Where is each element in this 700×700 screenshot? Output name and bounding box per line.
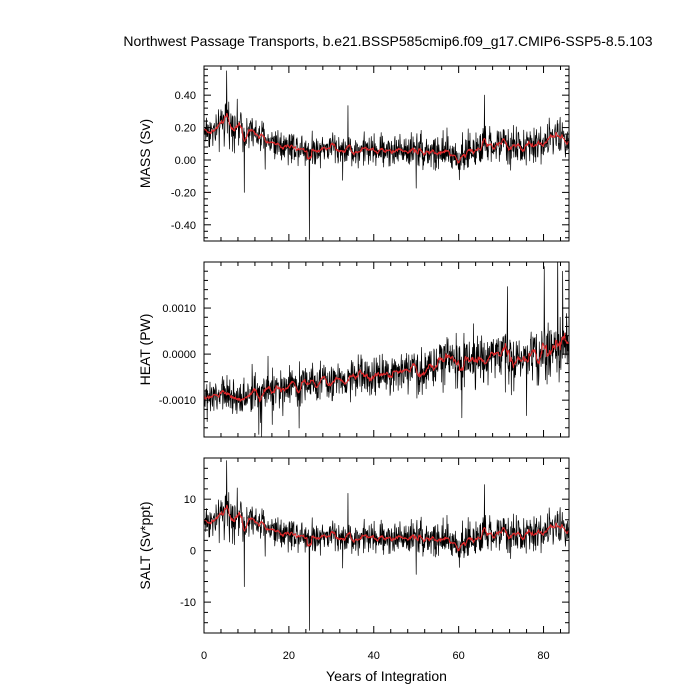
salt-xtick-label: 80 [537, 650, 549, 662]
salt-ytick-label: -10 [180, 597, 196, 609]
heat-ytick-label: 0.0010 [162, 303, 196, 315]
heat-plot-frame [203, 261, 570, 438]
salt-ytick-label: 10 [184, 494, 196, 506]
heat-ytick-label: 0.0000 [162, 349, 196, 361]
mass-ylabel: MASS (Sv) [137, 119, 153, 188]
heat-ytick-label: -0.0010 [159, 395, 196, 407]
panel-heat: -0.0010 0.0000 0.0010 HEAT (PW) [137, 261, 570, 438]
figure-title: Northwest Passage Transports, b.e21.BSSP… [123, 33, 652, 49]
salt-ytick-label: 0 [190, 546, 196, 558]
salt-ylabel: SALT (Sv*ppt) [137, 501, 153, 589]
salt-monthly-line [204, 460, 569, 631]
mass-running-mean-line [204, 112, 569, 164]
panel-mass: -0.40 -0.20 0.00 0.20 0.40 MASS (Sv) [137, 65, 570, 242]
mass-monthly-line [204, 70, 569, 240]
salt-xlabel: Years of Integration [326, 668, 447, 684]
heat-monthly-line [204, 262, 569, 437]
salt-xtick-label: 20 [283, 650, 295, 662]
salt-running-mean-line [204, 504, 569, 552]
mass-ytick-label: -0.40 [171, 220, 196, 232]
mass-ytick-label: -0.20 [171, 187, 196, 199]
heat-running-mean-line [204, 332, 569, 403]
salt-xtick-label: 40 [368, 650, 380, 662]
salt-xtick-label: 60 [453, 650, 465, 662]
mass-ytick-label: 0.40 [175, 90, 196, 102]
heat-ylabel: HEAT (PW) [137, 314, 153, 386]
mass-ytick-label: 0.20 [175, 123, 196, 135]
panel-salt: -10 0 10 0 20 40 60 80 SALT (Sv*ppt) Years of Int… [137, 457, 570, 684]
salt-xtick-label: 0 [201, 650, 207, 662]
mass-ytick-label: 0.00 [175, 155, 196, 167]
salt-plot-frame [203, 457, 570, 634]
